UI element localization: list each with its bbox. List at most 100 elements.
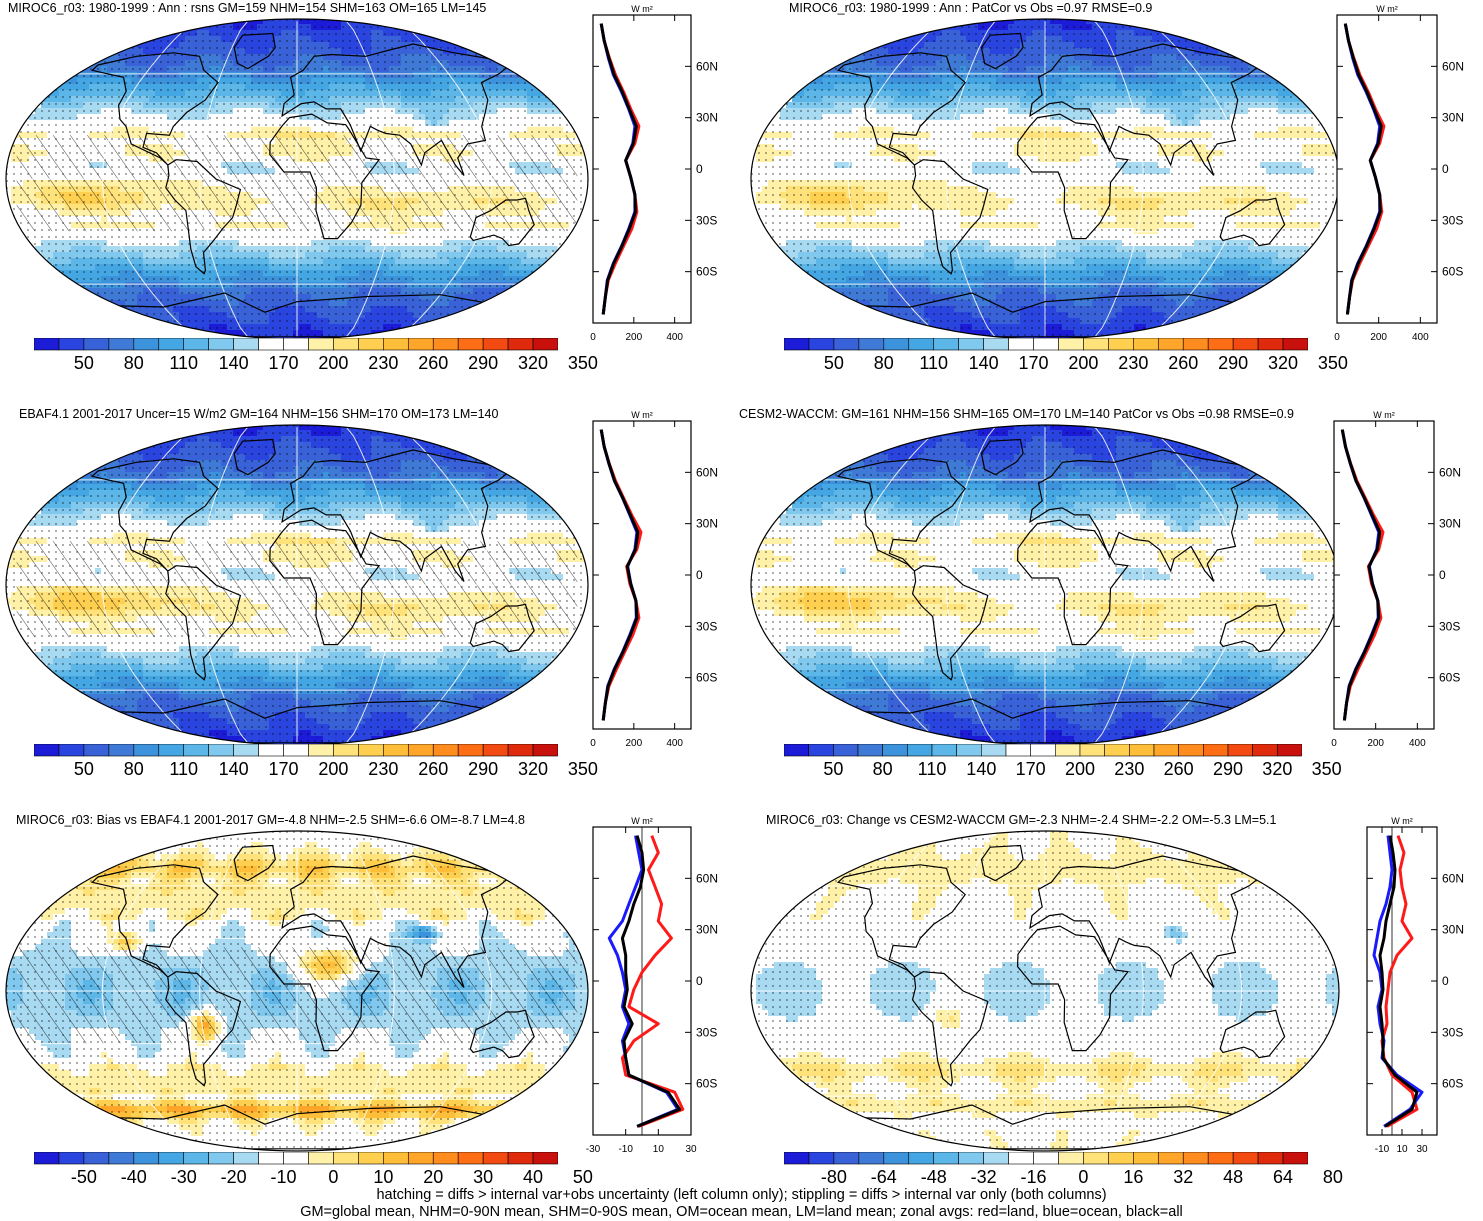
colorbar-bin (133, 338, 160, 351)
zonal-x-tick: 0 (1334, 332, 1340, 343)
global-map (750, 830, 1340, 1152)
colorbar-tick-label: 80 (873, 759, 893, 780)
colorbar-bin (1252, 744, 1278, 757)
colorbar-bin (457, 1152, 484, 1165)
coastline (980, 844, 1024, 882)
zonal-lat-label: 60N (1439, 465, 1461, 479)
coastline (469, 197, 535, 247)
global-map (750, 424, 1340, 746)
colorbar-bin (1232, 338, 1259, 351)
colorbar-bin (1033, 338, 1059, 351)
zonal-lat-label: 30N (696, 923, 718, 937)
coastline (281, 43, 514, 176)
colorbar-tick-label: 260 (1164, 759, 1194, 780)
panel-title: MIROC6_r03: Bias vs EBAF4.1 2001-2017 GM… (16, 813, 525, 827)
zonal-line-all (599, 23, 638, 315)
colorbar-bin (258, 338, 284, 351)
colorbar-bin (1227, 744, 1253, 757)
zonal-lat-label: 30N (1442, 923, 1464, 937)
colorbar-bin (208, 1152, 234, 1165)
colorbar-labels: 50 80 110 140 170 200 230 260 290 320 350 (34, 759, 598, 781)
zonal-lat-label: 0 (696, 974, 703, 988)
colorbar-bin (83, 744, 110, 757)
colorbar-tick-label: 200 (1068, 353, 1098, 374)
colorbar-bin (883, 338, 910, 351)
colorbar-bin (383, 744, 409, 757)
zonal-lat-label: 30S (1442, 1025, 1463, 1039)
zonal-line-all (1343, 23, 1383, 315)
zonal-mean-plot: W m² 60N 30N 0 30S 60S -10 10 30 (1366, 816, 1464, 1155)
coastline (836, 52, 967, 166)
coastline (233, 438, 276, 476)
colorbar-tick-label: 0 (328, 1167, 338, 1188)
panel-title: MIROC6_r03: Change vs CESM2-WACCM GM=-2.… (766, 813, 1276, 827)
colorbar-bin (858, 338, 885, 351)
coastline (90, 458, 219, 572)
zonal-x-tick: 400 (1409, 738, 1426, 749)
colorbar (784, 744, 1302, 757)
colorbar-bin (1058, 1152, 1084, 1165)
colorbar-bin (1033, 1152, 1059, 1165)
colorbar-tick-label: 80 (124, 353, 144, 374)
colorbar-tick-label: 40 (523, 1167, 543, 1188)
colorbar-tick-label: 48 (1223, 1167, 1243, 1188)
colorbar-labels: 50 80 110 140 170 200 230 260 290 320 350 (784, 759, 1341, 781)
colorbar-bin (158, 744, 185, 757)
colorbar-bin (233, 744, 259, 757)
colorbar-bin (407, 744, 434, 757)
coastline (980, 438, 1024, 476)
coastline (233, 844, 276, 882)
colorbar-bin (907, 744, 933, 757)
colorbar-bin (283, 1152, 309, 1165)
zonal-x-tick: 10 (653, 1144, 665, 1155)
colorbar-bin (383, 1152, 409, 1165)
colorbar-bin (532, 338, 558, 351)
colorbar-bin (233, 1152, 259, 1165)
zonal-lat-label: 60S (696, 1077, 717, 1091)
zonal-lat-label: 30S (1442, 213, 1463, 227)
colorbar-bin (308, 744, 334, 757)
zonal-lat-label: 0 (696, 568, 703, 582)
zonal-lat-label: 60N (1442, 59, 1464, 73)
colorbar-tick-label: -10 (271, 1167, 297, 1188)
coastline (911, 971, 989, 1087)
colorbar-bin (908, 338, 935, 351)
colorbar-bin (1108, 1152, 1134, 1165)
colorbar-bin (407, 1152, 434, 1165)
colorbar-bin (308, 1152, 334, 1165)
colorbar-bin (333, 744, 359, 757)
colorbar-bin (1133, 1152, 1159, 1165)
colorbar-tick-label: 320 (1268, 353, 1298, 374)
colorbar-tick-label: 50 (823, 759, 843, 780)
zonal-x-tick: -10 (618, 1144, 633, 1155)
colorbar-bin (1257, 1152, 1284, 1165)
colorbar-bin (1083, 1152, 1109, 1165)
colorbar-bin (258, 1152, 284, 1165)
colorbar-tick-label: 50 (824, 353, 844, 374)
zonal-lat-label: 30S (696, 619, 717, 633)
colorbar-bin (532, 744, 558, 757)
colorbar-bin (1178, 744, 1204, 757)
colorbar-bin (233, 338, 259, 351)
zonal-x-tick: 0 (590, 738, 596, 749)
colorbar-bin (108, 338, 135, 351)
colorbar-labels: -80 -64 -48 -32 -16 0 16 32 48 64 80 (784, 1167, 1343, 1189)
colorbar-tick-label: 230 (1114, 759, 1144, 780)
coastline (911, 159, 989, 275)
colorbar-labels: 50 80 110 140 170 200 230 260 290 320 350 (784, 353, 1348, 375)
colorbar-bin (983, 338, 1009, 351)
zonal-frame (1366, 826, 1438, 1136)
colorbar-bin (808, 338, 835, 351)
colorbar-tick-label: 350 (1318, 353, 1348, 374)
colorbar-bin (908, 1152, 935, 1165)
coastline (1219, 603, 1286, 653)
zonal-lat-label: 0 (696, 162, 703, 176)
zonal-line-all (620, 835, 682, 1128)
zonal-lat-label: 0 (1442, 162, 1449, 176)
colorbar-tick-label: 170 (268, 759, 298, 780)
colorbar-bin (482, 744, 509, 757)
colorbar-bin (532, 1152, 558, 1165)
colorbar-bin (1104, 744, 1130, 757)
zonal-units: W m² (1373, 410, 1395, 420)
colorbar-tick-label: 110 (169, 353, 198, 374)
